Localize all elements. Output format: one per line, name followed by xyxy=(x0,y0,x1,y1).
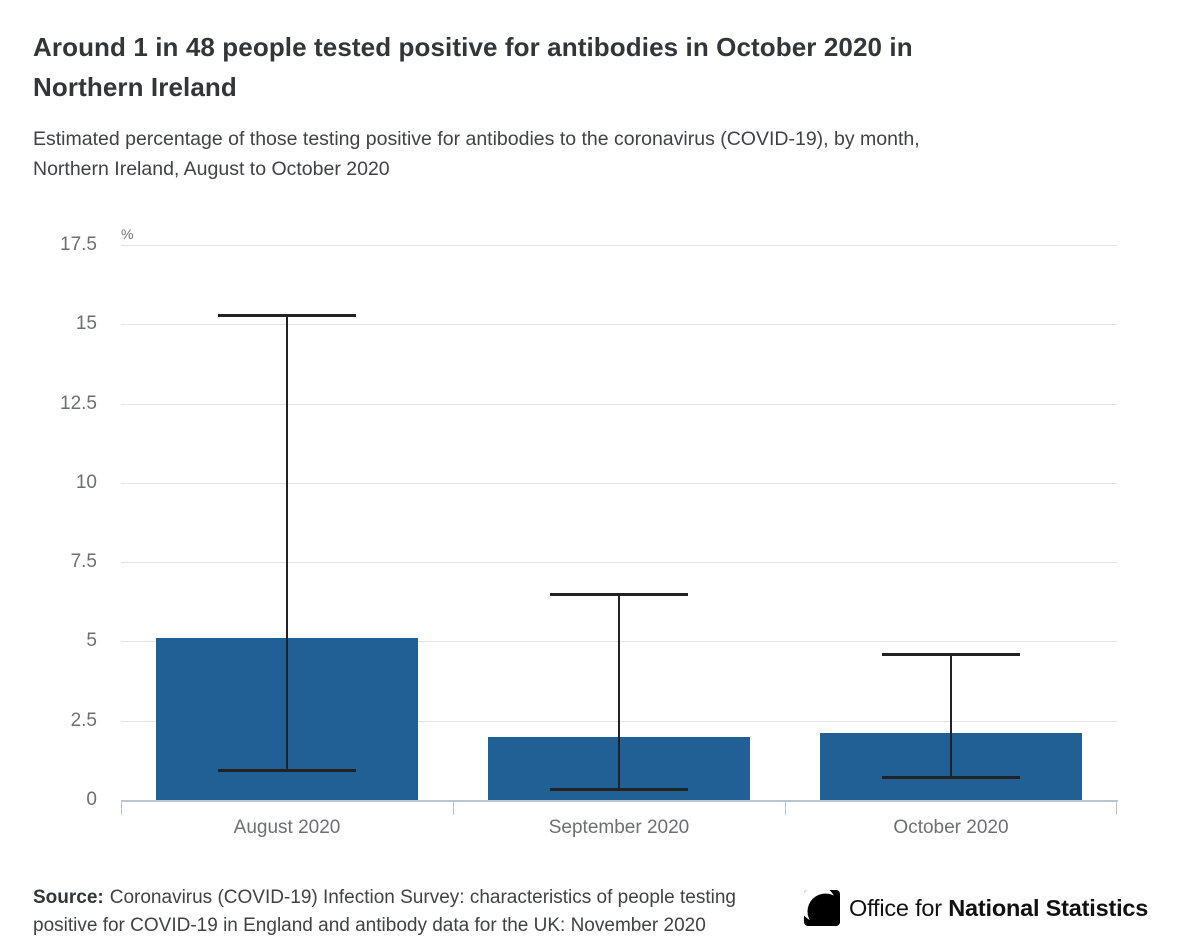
gridline xyxy=(121,483,1117,484)
chart-subtitle-line-2: Northern Ireland, August to October 2020 xyxy=(33,158,390,180)
source-text-line-1: Coronavirus (COVID-19) Infection Survey:… xyxy=(109,887,736,908)
y-tick-label: 12.5 xyxy=(60,393,97,414)
source-text: Source: Coronavirus (COVID-19) Infection … xyxy=(33,884,793,940)
x-axis-tick xyxy=(453,801,454,815)
gridline xyxy=(121,562,1117,563)
gridline xyxy=(121,324,1117,325)
error-bar-cap-low-august-2020 xyxy=(218,769,356,772)
chart-subtitle: Estimated percentage of those testing po… xyxy=(33,124,1163,184)
error-bar-line-october-2020 xyxy=(950,654,952,778)
source-text-line-2: positive for COVID-19 in England and ant… xyxy=(33,915,706,936)
x-tick-label-september-2020: September 2020 xyxy=(548,817,690,838)
x-tick-label-august-2020: August 2020 xyxy=(233,817,341,838)
x-axis-tick xyxy=(785,801,786,815)
ons-logo-text: Office for National Statistics xyxy=(849,895,1148,922)
y-tick-label: 0 xyxy=(86,789,97,810)
source-label: Source: xyxy=(33,887,104,908)
error-bar-line-september-2020 xyxy=(618,594,620,791)
y-tick-label: 10 xyxy=(75,472,97,493)
ons-logo-text-regular: Office for xyxy=(849,894,949,921)
error-bar-line-august-2020 xyxy=(286,315,288,772)
error-bar-cap-high-september-2020 xyxy=(550,593,688,596)
gridline xyxy=(121,245,1117,246)
x-axis-line xyxy=(121,800,1118,802)
y-tick-label: 2.5 xyxy=(70,710,97,731)
error-bar-cap-high-august-2020 xyxy=(218,314,356,317)
chart-subtitle-line-1: Estimated percentage of those testing po… xyxy=(33,128,920,150)
chart-title-line-2: Northern Ireland xyxy=(33,72,237,102)
y-tick-label: 7.5 xyxy=(70,551,97,572)
ons-logo-mark xyxy=(804,890,840,926)
x-axis-tick xyxy=(121,801,122,815)
x-tick-label-october-2020: October 2020 xyxy=(893,817,1009,838)
gridline xyxy=(121,404,1117,405)
error-bar-cap-high-october-2020 xyxy=(882,653,1020,656)
y-axis-unit-label: % xyxy=(121,226,134,242)
chart-title: Around 1 in 48 people tested positive fo… xyxy=(33,27,1108,107)
x-axis-tick xyxy=(1116,801,1117,815)
ons-logo-text-bold: National Statistics xyxy=(948,894,1149,921)
y-tick-label: 17.5 xyxy=(60,234,97,255)
chart-title-line-1: Around 1 in 48 people tested positive fo… xyxy=(33,32,913,62)
y-tick-label: 5 xyxy=(86,630,97,651)
error-bar-cap-low-october-2020 xyxy=(882,776,1020,779)
ons-logo: Office for National Statistics xyxy=(804,890,1148,926)
error-bar-cap-low-september-2020 xyxy=(550,788,688,791)
y-tick-label: 15 xyxy=(75,313,97,334)
